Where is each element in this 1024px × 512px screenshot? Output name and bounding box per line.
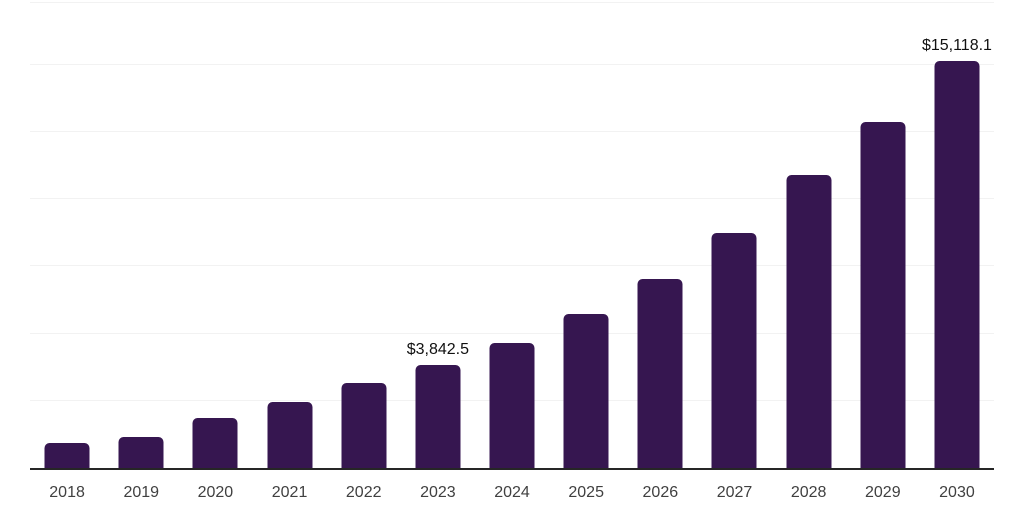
bar-2019[interactable]	[118, 437, 164, 468]
x-tick-label-2028: 2028	[790, 484, 827, 501]
bar-value-label-2030: $15,118.1	[921, 37, 992, 55]
bar-2030[interactable]	[934, 61, 980, 468]
bar-slot-2029	[846, 3, 920, 468]
bar-slot-2022	[327, 3, 401, 468]
bar-2024[interactable]	[489, 343, 535, 468]
bar-slot-2025	[549, 3, 623, 468]
bar-slot-2026	[623, 3, 697, 468]
x-tick-label-2025: 2025	[568, 484, 604, 501]
x-axis-labels: 2018 2019 2020 2021 2022 2023 2024 2025 2026 2027…	[30, 472, 994, 501]
plot-area: $3,842.5 $15,118.1	[30, 2, 994, 470]
gridline	[30, 63, 994, 65]
bar-2018[interactable]	[44, 443, 90, 468]
bar-slot-2018	[30, 3, 104, 468]
bar-slot-2028	[772, 3, 846, 468]
x-tick-label-2019: 2019	[123, 484, 160, 501]
x-tick-label-2023: 2023	[420, 484, 456, 501]
bar-2026[interactable]	[637, 279, 683, 468]
bars-container: $3,842.5 $15,118.1	[30, 3, 994, 468]
x-tick-label-2020: 2020	[197, 484, 234, 501]
bar-slot-2023: $3,842.5	[401, 3, 475, 468]
gridline	[30, 130, 994, 132]
bar-slot-2024	[475, 3, 549, 468]
x-tick-label-2024: 2024	[494, 484, 530, 501]
x-tick-label-2030: 2030	[939, 484, 975, 501]
x-tick-label-2022: 2022	[345, 484, 382, 501]
bar-value-label-2023: $3,842.5	[406, 340, 469, 358]
x-tick-label-2026: 2026	[642, 484, 679, 501]
x-tick-label-2021: 2021	[271, 484, 308, 501]
x-tick-label-2029: 2029	[865, 484, 901, 501]
bar-slot-2027	[697, 3, 771, 468]
bar-2021[interactable]	[267, 401, 313, 468]
bar-2022[interactable]	[341, 382, 387, 468]
bar-slot-2021	[252, 3, 326, 468]
bar-2028[interactable]	[786, 174, 832, 468]
bar-2020[interactable]	[192, 418, 238, 468]
gridline	[30, 265, 994, 267]
bar-2027[interactable]	[711, 232, 757, 468]
x-tick-label-2018: 2018	[49, 484, 85, 501]
bar-2029[interactable]	[860, 121, 906, 468]
x-tick-label-2027: 2027	[716, 484, 753, 501]
bar-2025[interactable]	[563, 314, 609, 468]
bar-slot-2019	[104, 3, 178, 468]
bar-slot-2030: $15,118.1	[920, 3, 994, 468]
bar-slot-2020	[178, 3, 252, 468]
bar-2023[interactable]	[415, 364, 461, 468]
gridline	[30, 198, 994, 200]
gridline	[30, 332, 994, 334]
